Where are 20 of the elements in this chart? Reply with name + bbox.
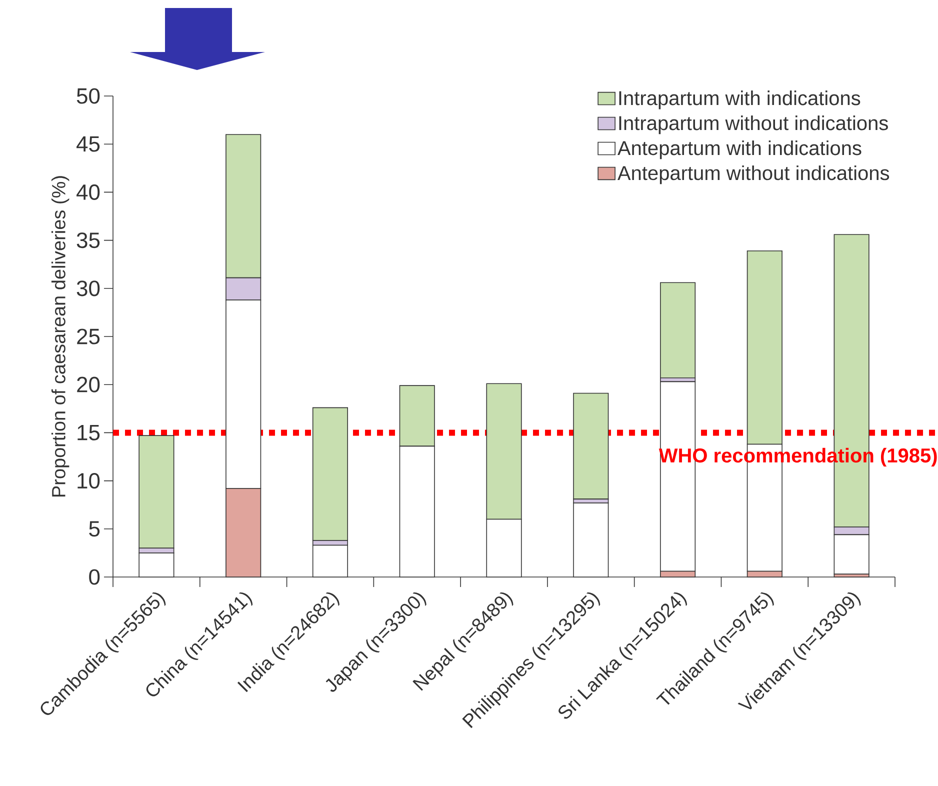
y-tick-label: 30 <box>76 280 100 296</box>
legend-label: Intrapartum with indications <box>619 90 860 110</box>
legend-label: Intrapartum without indications <box>619 116 888 134</box>
y-tick-label: 20 <box>77 376 100 392</box>
y-tick-label: 5 <box>89 521 100 537</box>
bar <box>660 282 696 378</box>
y-tick-label: 25 <box>77 328 100 344</box>
y-tick-label: 10 <box>78 473 100 489</box>
y-tick-label: 50 <box>76 88 100 104</box>
y-tick-label: 40 <box>76 184 100 200</box>
legend-label: Antepartum with indications <box>618 140 862 160</box>
bar <box>312 407 348 541</box>
y-tick-label: 0 <box>89 569 100 585</box>
y-tick-label: 35 <box>76 232 100 248</box>
y-axis-title: Proportion of caesarean deliveries (%) <box>51 176 70 497</box>
legend-label: Antepartum without indications <box>618 165 890 184</box>
y-tick-label: 15 <box>78 425 100 440</box>
y-tick-label: 45 <box>76 136 100 152</box>
bar <box>138 435 174 549</box>
bar <box>573 392 609 500</box>
